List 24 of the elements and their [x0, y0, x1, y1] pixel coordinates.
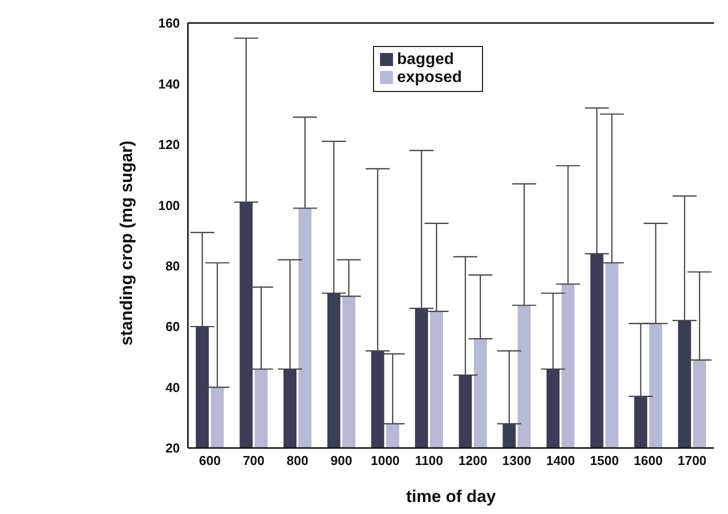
- x-tick-label: 1000: [370, 453, 400, 468]
- x-tick-label: 1700: [678, 453, 707, 468]
- legend-label: bagged: [397, 51, 454, 68]
- y-tick-label: 120: [158, 137, 180, 152]
- y-tick-label: 40: [165, 380, 180, 395]
- y-axis-title: standing crop (mg sugar): [116, 140, 136, 346]
- x-tick-label: 700: [242, 453, 265, 468]
- x-tick-label: 1200: [458, 453, 488, 468]
- x-tick-label: 1300: [502, 453, 532, 468]
- x-tick-label: 800: [286, 453, 308, 468]
- x-tick-label: 900: [330, 453, 352, 468]
- x-tick-label: 600: [198, 453, 221, 468]
- y-tick-label: 160: [158, 16, 180, 31]
- y-tick-label: 80: [165, 258, 180, 274]
- y-tick-label: 100: [158, 198, 180, 213]
- x-tick-label: 1500: [590, 453, 619, 468]
- x-tick-label: 1400: [546, 453, 576, 468]
- y-tick-label: 20: [165, 440, 180, 456]
- legend-label: exposed: [397, 69, 462, 86]
- x-tick-label: 1600: [634, 453, 663, 468]
- x-axis-title: time of day: [406, 487, 496, 506]
- x-tick-label: 1100: [414, 453, 444, 468]
- y-tick-label: 60: [165, 319, 180, 334]
- y-tick-label: 140: [158, 76, 180, 92]
